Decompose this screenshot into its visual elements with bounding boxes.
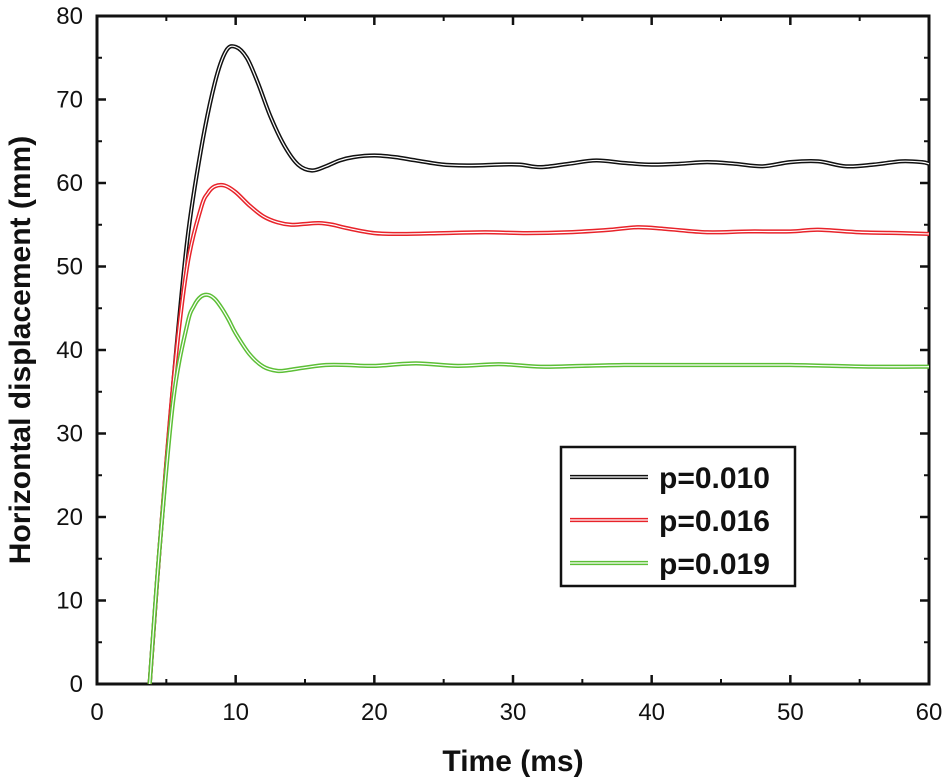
y-tick-label: 50 xyxy=(56,254,83,281)
legend-item: p=0.010 xyxy=(570,462,770,495)
series-2 xyxy=(147,182,930,685)
legend-label: p=0.016 xyxy=(659,505,770,538)
y-tick-label: 40 xyxy=(56,337,83,364)
series-line-core xyxy=(149,184,930,685)
legend: p=0.010 p=0.016 p=0.019 xyxy=(559,445,797,588)
y-axis-title: Horizontal displacement (mm) xyxy=(4,136,37,564)
plot-area xyxy=(95,14,931,686)
legend-label: p=0.019 xyxy=(659,548,770,581)
x-axis-ticks: 0 10 20 30 40 50 60 xyxy=(90,16,942,726)
series-1 xyxy=(147,44,930,685)
x-tick-label: 30 xyxy=(500,699,527,726)
legend-item: p=0.019 xyxy=(570,548,770,581)
x-tick-label: 20 xyxy=(361,699,388,726)
y-tick-label: 60 xyxy=(56,170,83,197)
series-line-outline xyxy=(147,292,929,685)
x-tick-label: 60 xyxy=(916,699,943,726)
y-tick-label: 30 xyxy=(56,421,83,448)
y-tick-label: 0 xyxy=(70,671,83,698)
y-tick-label: 70 xyxy=(56,87,83,114)
x-tick-label: 10 xyxy=(222,699,249,726)
series-line-outline xyxy=(147,182,930,685)
y-axis-ticks: 0 10 20 30 40 50 60 70 80 xyxy=(56,3,929,698)
legend-label: p=0.010 xyxy=(659,462,770,495)
series-line-core xyxy=(149,294,929,685)
series-layer xyxy=(147,44,930,685)
y-tick-label: 10 xyxy=(56,588,83,615)
series-line-core xyxy=(149,45,930,685)
y-tick-label: 80 xyxy=(56,3,83,30)
legend-item: p=0.016 xyxy=(570,505,770,538)
y-tick-label: 20 xyxy=(56,504,83,531)
x-tick-label: 0 xyxy=(90,699,103,726)
x-tick-label: 50 xyxy=(777,699,804,726)
x-tick-label: 40 xyxy=(638,699,665,726)
plot-frame xyxy=(95,14,931,686)
series-3 xyxy=(147,292,929,685)
x-axis-title: Time (ms) xyxy=(442,745,583,778)
